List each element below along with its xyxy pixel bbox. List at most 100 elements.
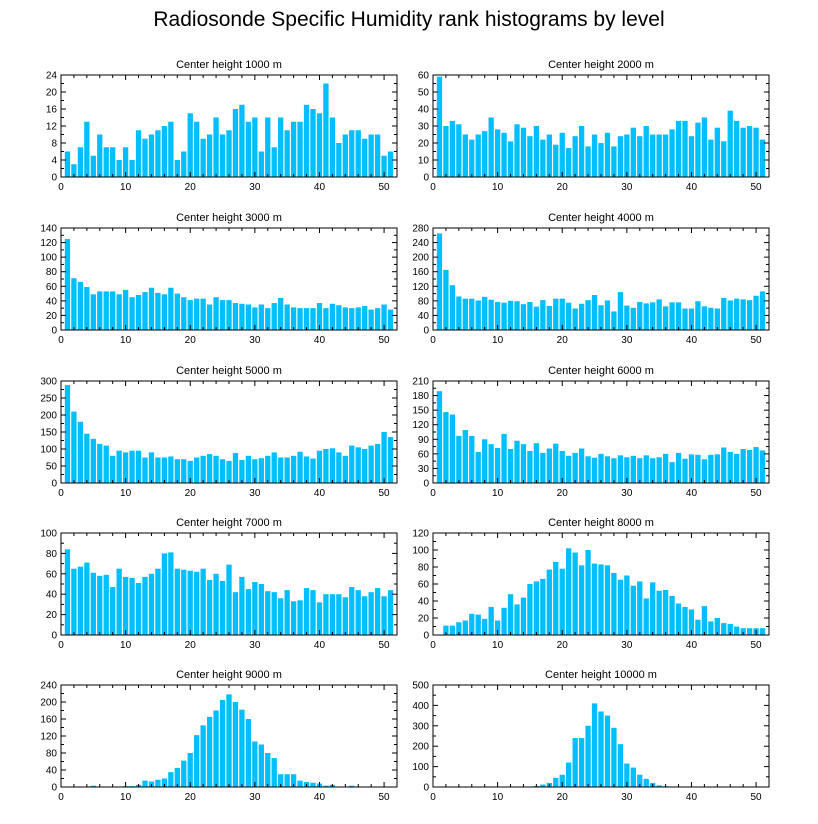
histogram-bar	[456, 435, 462, 483]
histogram-bar	[194, 735, 200, 787]
histogram-bar	[591, 703, 598, 787]
histogram-bar	[708, 307, 714, 330]
histogram-bar	[362, 596, 368, 635]
histogram-bar	[624, 134, 630, 177]
histogram-bar	[462, 298, 468, 330]
histogram-bar	[759, 450, 766, 483]
histogram-bar	[206, 454, 213, 483]
histogram-bar	[284, 590, 290, 635]
y-tick-label: 80	[418, 563, 430, 574]
x-tick-label: 40	[686, 640, 698, 651]
histogram-bar	[155, 130, 161, 177]
histogram-bar	[252, 307, 258, 330]
histogram-bar	[245, 304, 252, 330]
histogram-bar	[494, 620, 501, 635]
x-tick-label: 20	[185, 488, 197, 499]
histogram-bar	[368, 592, 374, 635]
histogram-bar	[278, 598, 284, 635]
histogram-bar	[297, 780, 303, 788]
histogram-bar	[637, 301, 643, 330]
histogram-bar	[129, 297, 135, 330]
histogram-bar	[161, 553, 168, 635]
histogram-bar	[90, 294, 96, 330]
y-tick-label: 8	[51, 139, 57, 150]
histogram-bar	[290, 774, 297, 787]
x-tick-label: 10	[492, 182, 504, 193]
y-tick-label: 20	[46, 610, 58, 621]
histogram-bar	[669, 129, 675, 177]
histogram-bar	[200, 455, 206, 483]
y-tick-label: 100	[412, 762, 429, 773]
histogram-bar	[546, 305, 552, 330]
histogram-bar	[135, 450, 142, 483]
histogram-bar	[507, 300, 514, 330]
histogram-bar	[611, 311, 617, 330]
histogram-bar	[630, 127, 636, 177]
chart-panel: Center height 4000 m 0 10 20 30 40 50 0 40 80 120 1…	[412, 212, 770, 346]
panel-title: Center height 4000 m	[548, 212, 654, 224]
histogram-bar	[349, 130, 355, 177]
y-tick-label: 80	[418, 296, 430, 307]
histogram-bar	[734, 626, 740, 635]
histogram-bar	[682, 120, 688, 177]
histogram-bar	[488, 444, 494, 483]
panel-title: Center height 2000 m	[548, 59, 654, 71]
histogram-bar	[688, 609, 695, 635]
histogram-bar	[278, 774, 284, 787]
x-tick-label: 50	[751, 182, 763, 193]
histogram-bar	[507, 594, 514, 635]
y-tick-label: 30	[418, 122, 430, 133]
histogram-bar	[245, 719, 252, 787]
histogram-bar	[200, 568, 206, 635]
histogram-bar	[90, 155, 96, 177]
histogram-bar	[213, 297, 219, 330]
histogram-bar	[219, 699, 226, 788]
histogram-bar	[265, 455, 271, 483]
histogram-bar	[624, 575, 630, 635]
histogram-bar	[566, 302, 572, 330]
chart-panel: Center height 3000 m 0 10 20 30 40 50 0 20 40 60 80…	[40, 212, 398, 346]
chart-panel: Center height 8000 m 0 10 20 30 40 50 0 20 40 60 80…	[412, 517, 770, 651]
histogram-bar	[675, 120, 682, 177]
histogram-bar	[714, 308, 720, 330]
histogram-bar	[449, 625, 456, 635]
histogram-bar	[316, 303, 323, 330]
x-tick-label: 10	[120, 792, 132, 803]
histogram-bar	[271, 303, 277, 330]
histogram-bar	[449, 414, 456, 483]
histogram-bar	[740, 628, 746, 635]
histogram-bar	[122, 147, 129, 177]
x-tick-label: 40	[314, 640, 326, 651]
histogram-bar	[721, 447, 727, 483]
histogram-bar	[488, 606, 494, 635]
histogram-bar	[566, 455, 572, 483]
histogram-bar	[662, 134, 669, 177]
histogram-bar	[239, 303, 245, 330]
histogram-bar	[310, 308, 316, 330]
histogram-bar	[142, 457, 148, 483]
chart-panel: Center height 1000 m 0 10 20 30 40 50 0 4 8 12 16 20…	[46, 59, 398, 193]
x-tick-label: 20	[557, 640, 569, 651]
y-tick-label: 80	[46, 749, 58, 760]
histogram-bar	[566, 148, 572, 177]
histogram-bar	[759, 291, 766, 330]
histogram-bar	[148, 287, 155, 330]
histogram-bar	[258, 458, 264, 483]
histogram-bar	[701, 306, 708, 330]
y-tick-label: 10	[418, 156, 430, 167]
histogram-bar	[303, 456, 310, 483]
histogram-bar	[585, 456, 591, 483]
x-tick-label: 10	[120, 182, 132, 193]
y-tick-label: 120	[412, 282, 429, 293]
y-tick-label: 0	[51, 326, 57, 337]
histogram-bar	[200, 138, 206, 177]
histogram-bar	[482, 131, 488, 177]
histogram-bar	[701, 606, 708, 635]
histogram-bar	[90, 438, 96, 483]
histogram-bar	[219, 300, 226, 330]
histogram-bar	[734, 453, 740, 483]
x-tick-label: 50	[751, 792, 763, 803]
histogram-bar	[252, 459, 258, 483]
histogram-bar	[753, 295, 759, 330]
histogram-bar	[310, 782, 316, 787]
